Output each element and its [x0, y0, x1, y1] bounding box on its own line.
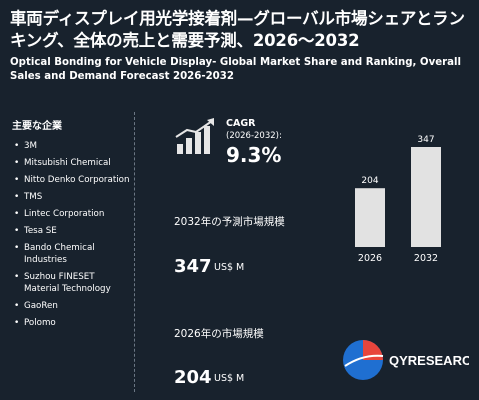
company-item: Mitsubishi Chemical — [14, 157, 132, 169]
forecast-2032-value: 347 — [174, 256, 212, 277]
company-item: TMS — [14, 191, 132, 203]
cagr-label: CAGR — [226, 118, 256, 129]
page-title-japanese: 車両ディスプレイ用光学接着剤—グローバル市場シェアとランキング、全体の売上と需要… — [10, 9, 465, 50]
page-title-english: Optical Bonding for Vehicle Display- Glo… — [10, 57, 462, 82]
cagr-period: (2026-2032): — [226, 131, 282, 141]
bar-growth-arrow-icon — [175, 118, 214, 154]
market-size-bar-chart: 204 2026 347 2032 — [355, 135, 441, 264]
company-item: Tesa SE — [14, 225, 132, 237]
bar-value-label: 347 — [417, 135, 434, 145]
company-item: Polomo — [14, 317, 132, 329]
bar-2026 — [355, 188, 385, 247]
market-2026-value: 204 — [174, 367, 212, 388]
company-list: 3M Mitsubishi Chemical Nitto Denko Corpora… — [14, 140, 132, 334]
forecast-2032-unit: US$ M — [214, 262, 245, 273]
cagr-value: 9.3% — [226, 143, 282, 167]
company-item: Lintec Corporation — [14, 208, 132, 220]
market-2026-unit: US$ M — [214, 373, 245, 384]
company-item: Suzhou FINESET Material Technology — [14, 271, 132, 295]
bar-value-label: 204 — [361, 176, 378, 186]
forecast-2032-label: 2032年の予測市場規模 — [174, 216, 285, 228]
section-divider — [134, 112, 135, 392]
company-item: GaoRen — [14, 300, 132, 312]
market-2026-label: 2026年の市場規模 — [174, 328, 264, 340]
bar-category-label: 2032 — [414, 253, 438, 264]
company-item: 3M — [14, 140, 132, 152]
company-item: Bando Chemical Industries — [14, 242, 132, 266]
bar-category-label: 2026 — [358, 253, 382, 264]
bar-2032 — [411, 147, 441, 247]
qyresearch-logo: QYRESEARCH — [343, 340, 469, 380]
key-companies-heading: 主要な企業 — [12, 121, 62, 132]
logo-wordmark: QYRESEARCH — [389, 353, 469, 368]
company-item: Nitto Denko Corporation — [14, 174, 132, 186]
